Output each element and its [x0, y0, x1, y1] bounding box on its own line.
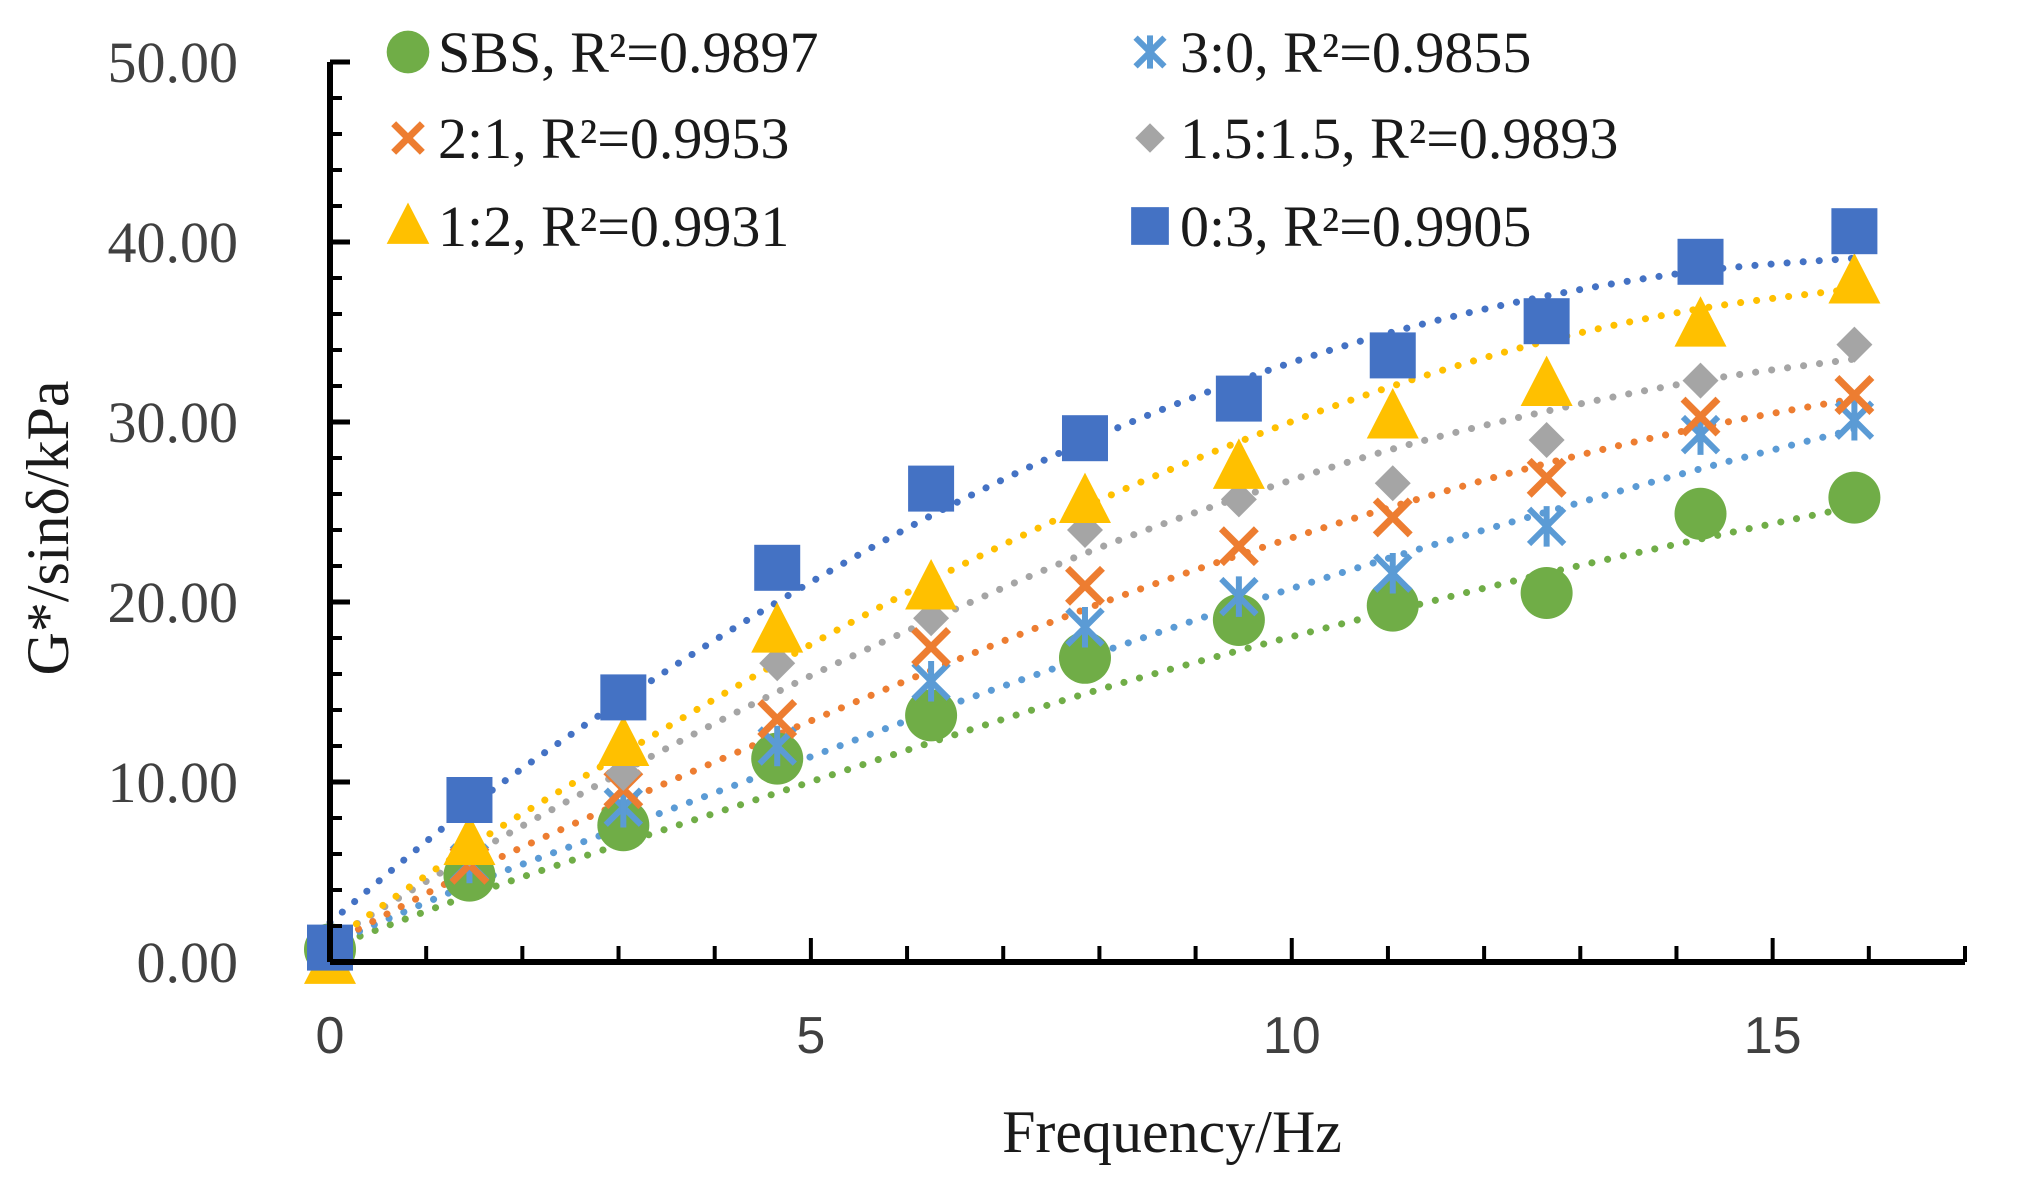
y-axis-title: G*/sinδ/kPa	[15, 381, 81, 676]
legend-item: 3:0, R²=0.9855	[1133, 20, 1531, 85]
data-point	[1212, 438, 1265, 489]
legend-marker	[1133, 35, 1167, 69]
data-point	[1058, 472, 1111, 524]
legend-label: 1:2, R²=0.9931	[438, 194, 789, 259]
y-tick-label: 10.00	[108, 750, 239, 815]
x-tick-label: 0	[316, 1007, 345, 1065]
legend-item: 1.5:1.5, R²=0.9893	[1135, 106, 1618, 171]
data-point	[1065, 606, 1105, 648]
data-point	[1674, 296, 1727, 347]
series-markers	[304, 471, 1881, 976]
data-point	[1828, 471, 1881, 524]
data-point	[1215, 375, 1262, 422]
data-point	[1373, 552, 1413, 594]
series-markers	[307, 208, 1878, 971]
data-point	[905, 689, 958, 742]
trendline	[326, 503, 1858, 952]
data-point	[1220, 481, 1257, 518]
legend-label: SBS, R²=0.9897	[438, 20, 818, 85]
x-tick-label: 10	[1263, 1007, 1321, 1065]
legend-marker	[386, 202, 430, 244]
data-point	[1526, 457, 1567, 498]
data-point	[754, 544, 801, 591]
y-tick-label: 20.00	[108, 570, 239, 635]
data-point	[1674, 487, 1727, 540]
x-axis-title: Frequency/Hz	[1002, 1099, 1342, 1165]
legend-item: SBS, R²=0.9897	[386, 20, 818, 85]
data-point	[1369, 332, 1416, 379]
axes	[327, 59, 1967, 965]
data-markers	[304, 208, 1881, 984]
data-point	[905, 559, 958, 610]
x-tick-label: 5	[796, 1007, 825, 1065]
data-point	[1065, 565, 1105, 606]
data-point	[759, 645, 796, 682]
legend-marker	[391, 121, 425, 155]
legend-label: 0:3, R²=0.9905	[1180, 194, 1531, 259]
data-point	[1219, 576, 1259, 617]
trendlines	[326, 254, 1858, 952]
data-point	[911, 660, 951, 702]
legend-label: 3:0, R²=0.9855	[1180, 20, 1531, 85]
legend-label: 2:1, R²=0.9953	[438, 106, 789, 171]
y-tick-label: 0.00	[137, 930, 239, 995]
data-point	[1828, 253, 1881, 304]
data-point	[1520, 355, 1573, 407]
trendline	[326, 285, 1858, 946]
data-point	[751, 602, 804, 653]
data-point	[1372, 497, 1413, 538]
data-point	[1680, 396, 1721, 437]
legend-marker	[1131, 207, 1169, 245]
data-point	[1677, 238, 1724, 285]
legend-item: 1:2, R²=0.9931	[386, 194, 789, 259]
data-point	[1682, 362, 1719, 399]
data-point	[1836, 326, 1873, 363]
data-point	[597, 715, 650, 767]
data-point	[1520, 567, 1573, 619]
data-point	[1218, 526, 1259, 567]
data-point	[446, 777, 493, 823]
legend: SBS, R²=0.9897 3:0, R²=0.9855 2:1, R²=0.99…	[386, 20, 1618, 259]
legend-item: 0:3, R²=0.9905	[1131, 194, 1531, 259]
data-point	[757, 699, 798, 739]
data-point	[600, 674, 647, 721]
data-point	[1523, 298, 1570, 345]
data-point	[1374, 465, 1411, 502]
x-tick-label: 15	[1744, 1007, 1802, 1065]
y-tick-label: 50.00	[108, 30, 239, 95]
data-point	[1366, 388, 1419, 439]
series-markers	[304, 253, 1881, 984]
legend-marker	[1135, 123, 1165, 153]
data-point	[1526, 506, 1567, 547]
legend-marker	[386, 30, 430, 74]
data-point	[1834, 375, 1875, 415]
data-point	[1061, 415, 1108, 462]
legend-item: 2:1, R²=0.9953	[391, 106, 789, 171]
data-point	[911, 627, 952, 667]
legend-label: 1.5:1.5, R²=0.9893	[1180, 106, 1618, 171]
y-tick-label: 40.00	[108, 210, 239, 275]
data-point	[908, 465, 955, 512]
data-point	[1528, 422, 1565, 458]
y-tick-label: 30.00	[108, 390, 239, 455]
data-point	[443, 814, 496, 866]
data-point	[1058, 631, 1111, 684]
data-point	[1831, 208, 1878, 255]
tick-labels: 0.00 10.00 20.00 30.00 40.00 50.00 0 5 10 15	[108, 30, 1802, 1065]
data-point	[1366, 579, 1419, 632]
